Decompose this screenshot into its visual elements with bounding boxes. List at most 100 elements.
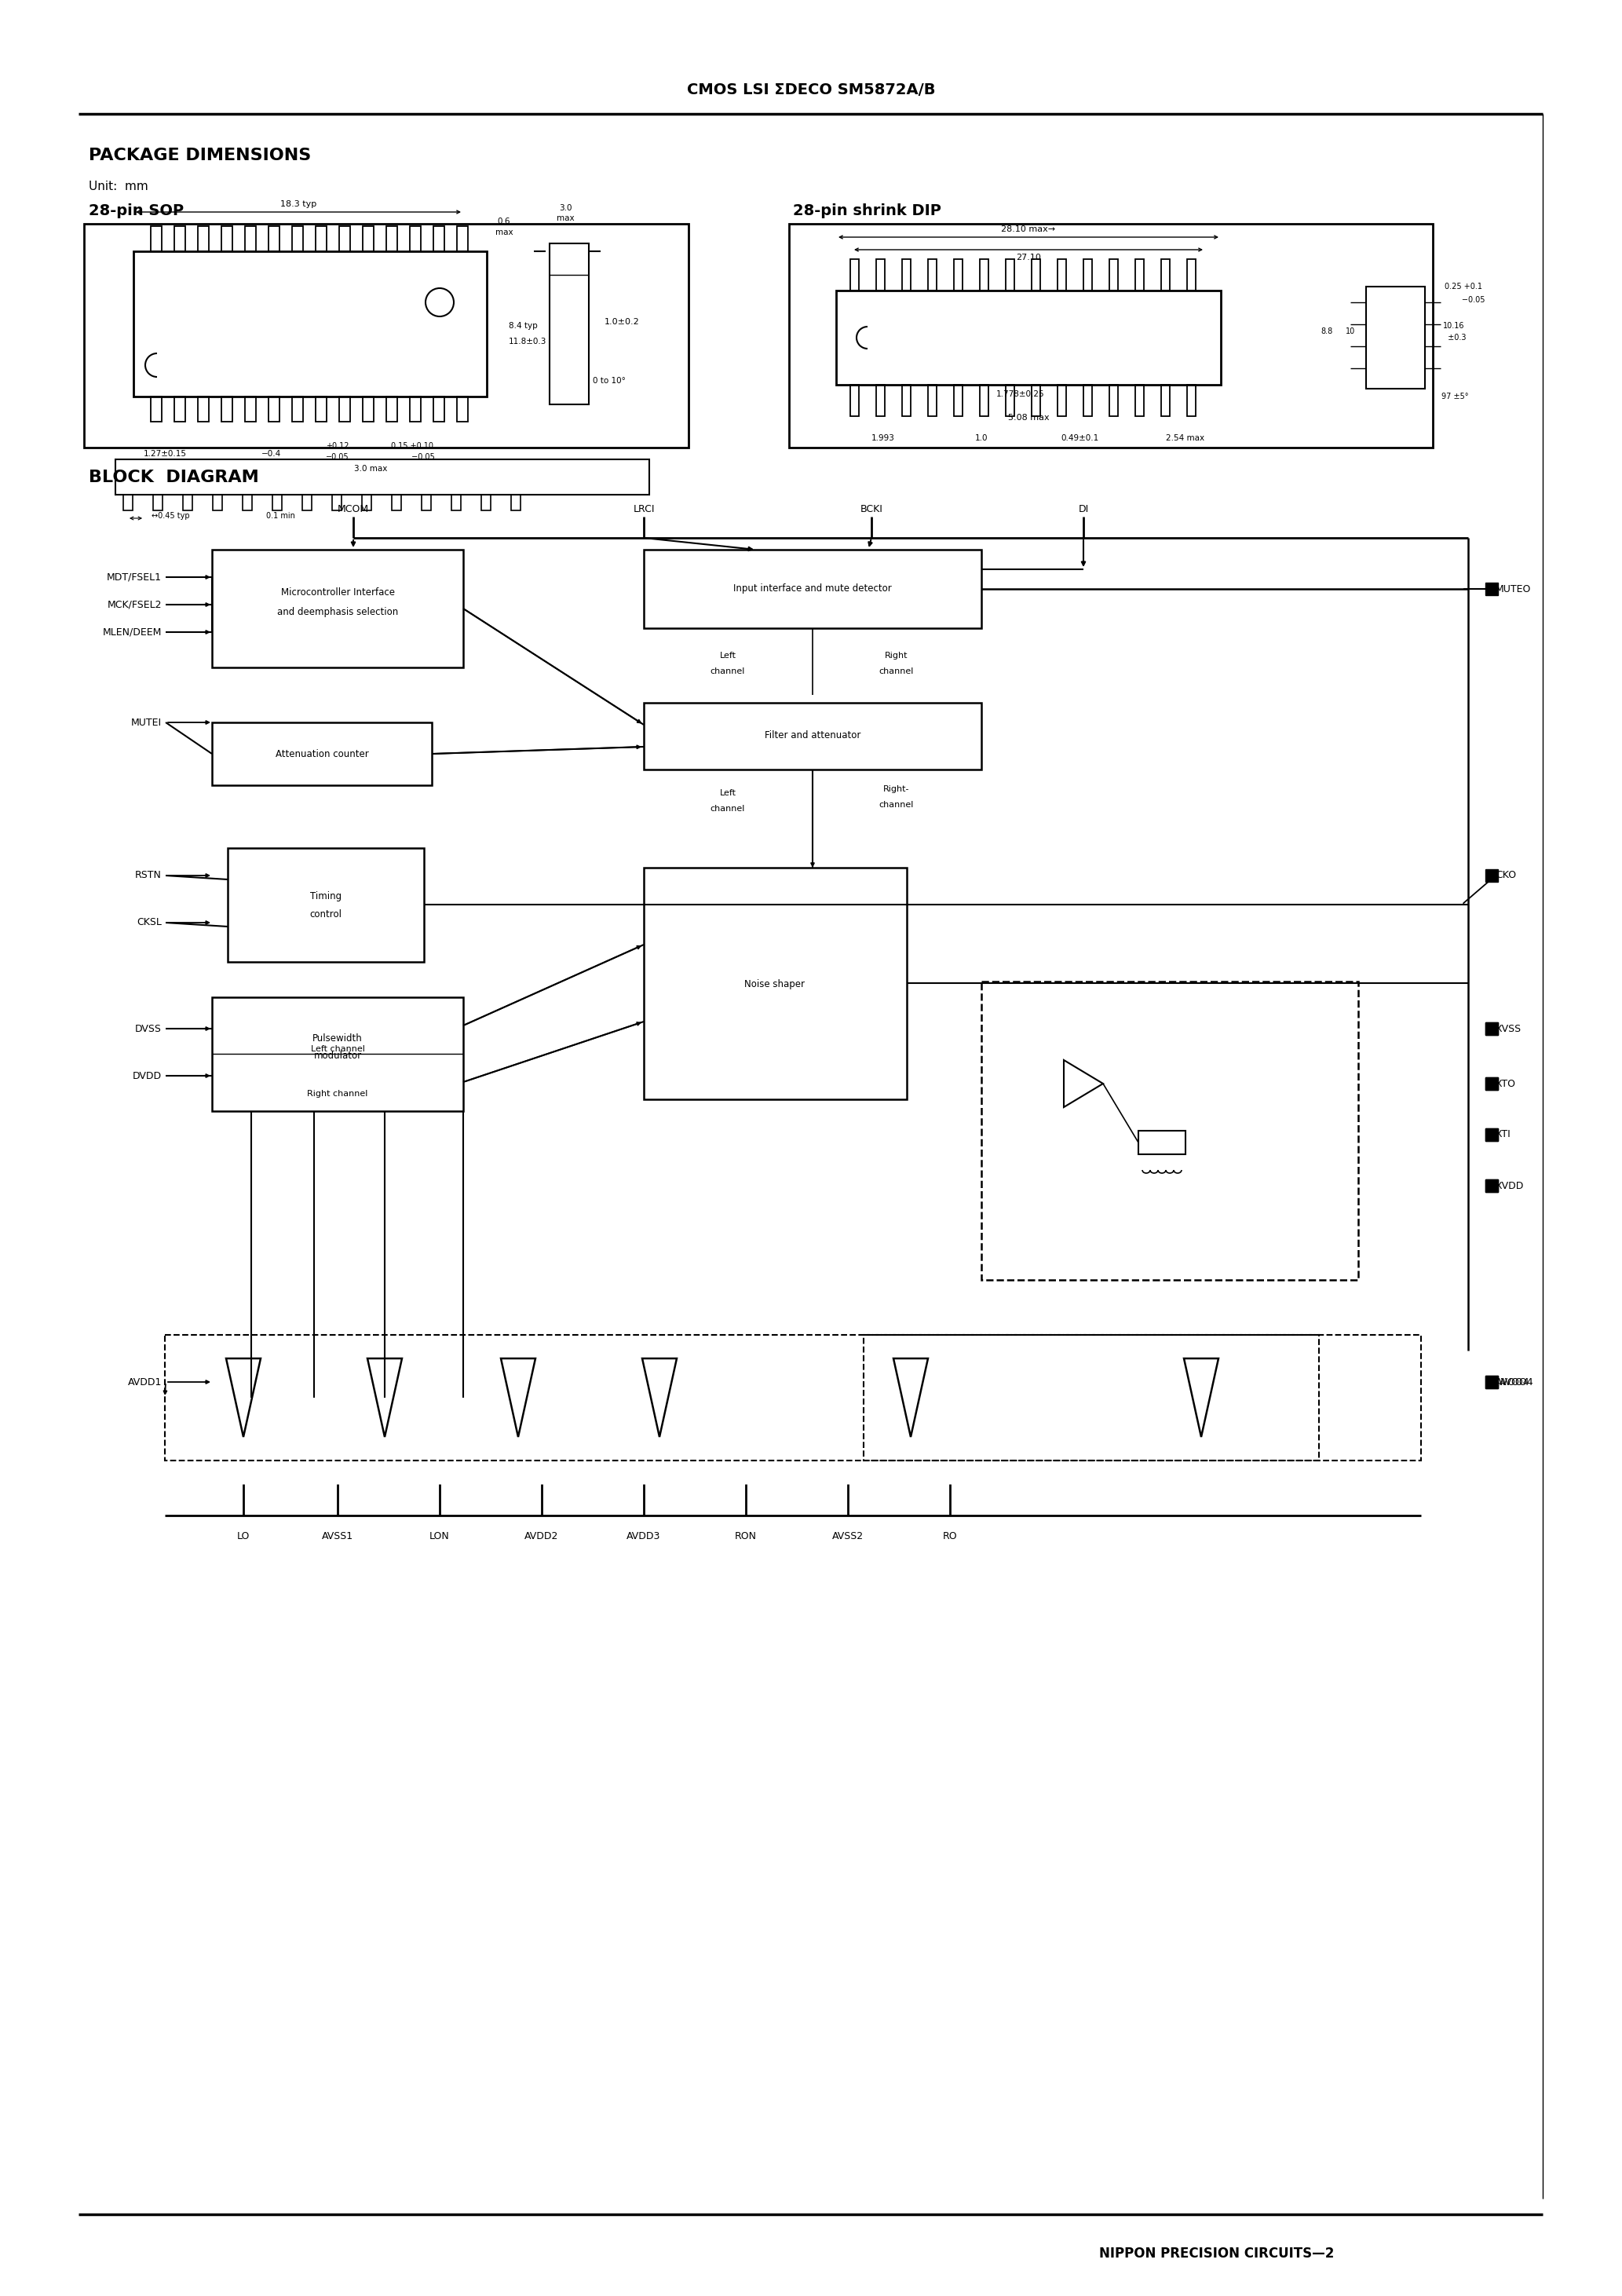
Text: NIPPON PRECISION CIRCUITS—2: NIPPON PRECISION CIRCUITS—2 — [1100, 2245, 1335, 2262]
Bar — [1161, 386, 1169, 416]
Text: Right: Right — [886, 652, 908, 659]
Text: 97 ±5°: 97 ±5° — [1442, 393, 1468, 400]
Text: max: max — [495, 230, 513, 236]
Text: 0.6: 0.6 — [498, 218, 511, 225]
Text: AVDD2: AVDD2 — [524, 1531, 558, 1541]
Bar — [1058, 259, 1066, 292]
Bar — [386, 225, 397, 250]
Bar — [269, 225, 279, 250]
Bar — [1486, 1180, 1499, 1192]
Bar — [1032, 259, 1040, 292]
Bar — [212, 723, 431, 785]
Bar — [133, 250, 487, 397]
Text: channel: channel — [710, 806, 744, 813]
Bar — [221, 397, 232, 422]
Text: BLOCK  DIAGRAM: BLOCK DIAGRAM — [89, 471, 260, 484]
Bar — [1486, 1077, 1499, 1091]
Bar — [1486, 1127, 1499, 1141]
Text: 0.49±0.1: 0.49±0.1 — [1061, 434, 1098, 443]
Text: 10.16: 10.16 — [1444, 321, 1465, 331]
Text: Timing: Timing — [310, 891, 342, 902]
Text: Attenuation counter: Attenuation counter — [276, 748, 368, 760]
Bar — [245, 397, 256, 422]
Text: MLEN/DEEM: MLEN/DEEM — [102, 627, 162, 638]
Text: 0.1 min: 0.1 min — [266, 512, 295, 519]
Text: +0.12: +0.12 — [326, 443, 349, 450]
Bar — [386, 397, 397, 422]
Bar — [954, 259, 962, 292]
Text: Microcontroller Interface: Microcontroller Interface — [281, 588, 394, 597]
Bar — [1006, 259, 1014, 292]
Text: −0.4: −0.4 — [261, 450, 281, 457]
Bar — [198, 225, 209, 250]
Bar — [1083, 259, 1092, 292]
Text: 28-pin shrink DIP: 28-pin shrink DIP — [793, 202, 941, 218]
Bar — [850, 259, 860, 292]
Bar — [393, 494, 401, 510]
Bar — [84, 223, 688, 448]
Bar — [1109, 386, 1118, 416]
Bar — [1486, 1375, 1499, 1389]
Text: CKSL: CKSL — [136, 918, 162, 928]
Bar — [1161, 259, 1169, 292]
Text: −0.05: −0.05 — [389, 452, 435, 461]
Text: MUTEO: MUTEO — [1495, 583, 1531, 595]
Bar — [123, 494, 133, 510]
Text: Left: Left — [720, 790, 736, 797]
Bar — [511, 494, 521, 510]
Bar — [1135, 259, 1144, 292]
Bar — [1187, 386, 1195, 416]
Bar — [451, 494, 461, 510]
Text: AVSS1: AVSS1 — [321, 1531, 354, 1541]
Text: 2.54 max: 2.54 max — [1166, 434, 1205, 443]
Bar — [1366, 287, 1426, 388]
Bar — [292, 397, 303, 422]
Text: 1.0: 1.0 — [975, 434, 988, 443]
Text: Input interface and mute detector: Input interface and mute detector — [733, 583, 892, 595]
Bar — [198, 397, 209, 422]
Text: 0.25 +0.1: 0.25 +0.1 — [1445, 282, 1483, 292]
Text: DI: DI — [1079, 503, 1088, 514]
Bar — [410, 397, 420, 422]
Bar — [928, 386, 936, 416]
Text: 1.27±0.15: 1.27±0.15 — [143, 450, 187, 457]
Text: 28-pin SOP: 28-pin SOP — [89, 202, 183, 218]
Text: BCKI: BCKI — [860, 503, 882, 514]
Bar — [644, 868, 907, 1100]
Text: 1.993: 1.993 — [871, 434, 895, 443]
Text: max: max — [556, 214, 574, 223]
Text: MCOM: MCOM — [337, 503, 370, 514]
Text: MCK/FSEL2: MCK/FSEL2 — [107, 599, 162, 611]
Text: Pulsewidth: Pulsewidth — [313, 1033, 363, 1042]
Text: XTI: XTI — [1495, 1130, 1512, 1139]
Text: 11.8±0.3: 11.8±0.3 — [509, 338, 547, 344]
Bar — [850, 386, 860, 416]
Text: DVSS: DVSS — [135, 1024, 162, 1033]
Bar — [243, 494, 251, 510]
Text: 1.0±0.2: 1.0±0.2 — [605, 319, 639, 326]
Text: Right-: Right- — [884, 785, 910, 792]
Bar — [1109, 259, 1118, 292]
Bar — [835, 292, 1221, 386]
Bar — [1486, 1375, 1499, 1389]
Bar — [1486, 583, 1499, 595]
Text: 0.15 +0.10: 0.15 +0.10 — [391, 443, 433, 450]
Bar — [363, 397, 373, 422]
Text: Left: Left — [720, 652, 736, 659]
Text: RSTN: RSTN — [135, 870, 162, 882]
Text: 27.10: 27.10 — [1015, 253, 1041, 262]
Bar — [980, 259, 988, 292]
Text: control: control — [310, 909, 342, 921]
Bar — [165, 1334, 1421, 1460]
Bar — [457, 225, 467, 250]
Text: 5.08 max: 5.08 max — [1007, 413, 1049, 422]
Text: and deemphasis selection: and deemphasis selection — [277, 608, 397, 618]
Text: LO: LO — [237, 1531, 250, 1541]
Bar — [316, 225, 326, 250]
Bar — [876, 386, 884, 416]
Bar — [410, 225, 420, 250]
Text: AVOO4: AVOO4 — [1499, 1378, 1534, 1387]
Bar — [363, 225, 373, 250]
Bar — [876, 259, 884, 292]
Bar — [174, 225, 185, 250]
